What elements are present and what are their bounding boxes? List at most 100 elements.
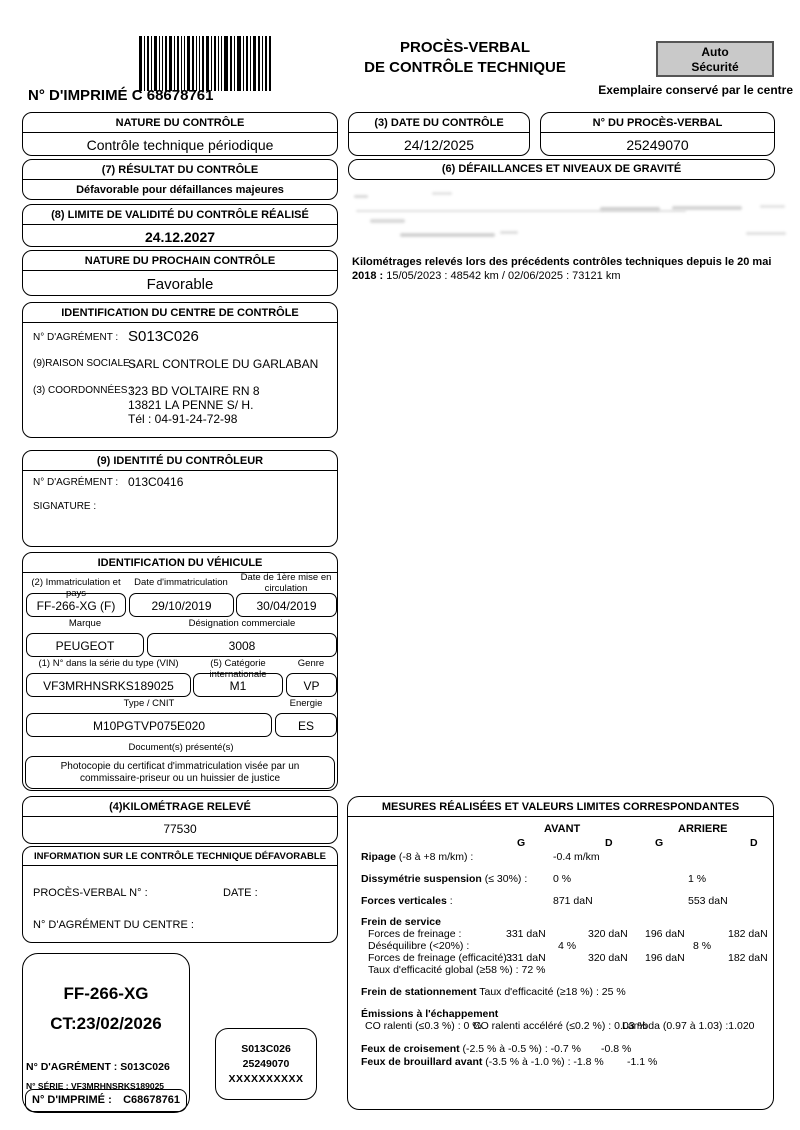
sticker-plate: FF-266-XG (63, 984, 149, 1003)
barcode (139, 36, 271, 91)
mileage-history-note: Kilométrages relevés lors des précédents… (352, 255, 777, 283)
code-box-agrement: S013C026 (241, 1043, 291, 1055)
taux-efficacite-global: Taux d'efficacité global (≥58 %) : 72 % (368, 964, 546, 976)
genre-value-box: VP (286, 673, 337, 697)
faded-mark (400, 233, 495, 237)
section-limite-validite: (8) LIMITE DE VALIDITÉ DU CONTRÔLE RÉALI… (22, 204, 338, 247)
sticker-printed-label: N° D'IMPRIMÉ : (32, 1094, 112, 1106)
col-header-d-avant: D (605, 837, 613, 849)
energie-label: Energie (289, 698, 323, 709)
controleur-signature-label: SIGNATURE : (33, 501, 97, 512)
code-box: S013C026 25249070 XXXXXXXXXX (215, 1028, 317, 1100)
vin-value-box: VF3MRHNSRKS189025 (26, 673, 191, 697)
faded-defects-area (348, 190, 788, 250)
faded-mark (672, 206, 742, 210)
info-centre-label: N° D'AGRÉMENT DU CENTRE : (33, 919, 194, 931)
emissions-title: Émissions à l'échappement (361, 1008, 499, 1020)
col-header-d-arriere: D (750, 837, 758, 849)
efficacite-v3: 196 daN (645, 952, 685, 964)
forces-verticales-label: Forces verticales (361, 895, 447, 907)
forces-verticales-avant: 871 daN (553, 895, 593, 907)
section-title: (9) IDENTITÉ DU CONTRÔLEUR (23, 451, 337, 471)
feux-brouillard-value: (-3.5 % à -1.0 %) : -1.8 % (482, 1056, 604, 1068)
section-prochain-controle: NATURE DU PROCHAIN CONTRÔLE Favorable (22, 250, 338, 296)
ripage-label: Ripage (361, 851, 397, 863)
info-pv-label: PROCÈS-VERBAL N° : (33, 887, 148, 899)
mileage-history-line2: 2018 : 15/05/2023 : 48542 km / 02/06/202… (352, 269, 777, 283)
genre-label: Genre (297, 658, 325, 669)
categorie-label: (5) Catégorie internationale (209, 658, 267, 680)
section-title: IDENTIFICATION DU CENTRE DE CONTRÔLE (23, 303, 337, 323)
frein-service-title: Frein de service (361, 916, 441, 928)
dissymetrie-avant: 0 % (553, 873, 572, 885)
row-ripage: Ripage (-8 à +8 m/km) : (361, 851, 473, 863)
categorie-value-box: M1 (193, 673, 283, 697)
faded-mark (370, 219, 405, 223)
col-header-arriere: ARRIERE (678, 823, 728, 835)
ripage-limit: (-8 à +8 m/km) : (396, 851, 474, 863)
efficacite-label: Forces de freinage (efficacité) : (368, 952, 513, 964)
section-date-controle: (3) DATE DU CONTRÔLE 24/12/2025 (348, 112, 530, 156)
immat-date-value-box: 29/10/2019 (129, 593, 234, 617)
sticker-serie: N° SÉRIE : VF3MRHNSRKS189025 (26, 1081, 165, 1091)
limite-validite-value: 24.12.2027 (144, 229, 216, 245)
windshield-sticker: FF-266-XG CT:23/02/2026 N° D'AGRÉMENT : … (22, 953, 190, 1113)
title-line-1: PROCÈS-VERBAL (399, 39, 530, 56)
centre-coords-value: 323 BD VOLTAIRE RN 8 13821 LA PENNE S/ H… (128, 384, 260, 426)
section-numero-pv: N° DU PROCÈS-VERBAL 25249070 (540, 112, 775, 156)
centre-raison-label: (9)RAISON SOCIALE : (33, 358, 136, 369)
centre-agrement-label: N° D'AGRÉMENT : (33, 332, 119, 343)
section-title: NATURE DU CONTRÔLE (23, 113, 337, 133)
feux-croisement-label: Feux de croisement (361, 1043, 460, 1055)
energie-value-box: ES (275, 713, 337, 737)
desequilibre-avant: 4 % (558, 940, 577, 952)
code-box-pv: 25249070 (242, 1058, 290, 1070)
row-dissymetrie: Dissymétrie suspension (≤ 30%) : (361, 873, 527, 885)
faded-mark (354, 195, 368, 198)
efficacite-v4: 182 daN (728, 952, 768, 964)
immat-value-box: FF-266-XG (F) (26, 593, 126, 617)
col-header-g-arriere: G (655, 837, 664, 849)
col-header-avant: AVANT (544, 823, 581, 835)
sticker-ct-date: CT:23/02/2026 (50, 1014, 162, 1033)
network-badge: Auto Sécurité (656, 41, 774, 77)
section-title: (8) LIMITE DE VALIDITÉ DU CONTRÔLE RÉALI… (23, 205, 337, 225)
marque-label: Marque (68, 618, 102, 629)
col-header-g-avant: G (517, 837, 526, 849)
row-feux-brouillard: Feux de brouillard avant (-3.5 % à -1.0 … (361, 1056, 604, 1068)
copy-note: Exemplaire conservé par le centre (598, 83, 793, 97)
faded-mark (746, 232, 786, 235)
freinage-v3: 196 daN (645, 928, 685, 940)
centre-raison-value: SARL CONTROLE DU GARLABAN (128, 357, 319, 371)
mileage-history-line1: Kilométrages relevés lors des précédents… (352, 256, 772, 268)
section-mesures: MESURES RÉALISÉES ET VALEURS LIMITES COR… (347, 796, 774, 1110)
date-controle-value: 24/12/2025 (403, 137, 475, 153)
dissymetrie-label: Dissymétrie suspension (361, 873, 482, 885)
efficacite-v1: 331 daN (506, 952, 546, 964)
resultat-value: Défavorable pour défaillances majeures (76, 184, 284, 196)
kilometrage-value: 77530 (163, 822, 197, 836)
centre-coords-line2: 13821 LA PENNE S/ H. (128, 398, 254, 412)
section-centre-controle: IDENTIFICATION DU CENTRE DE CONTRÔLE N° … (22, 302, 338, 438)
section-info-defavorable: INFORMATION SUR LE CONTRÔLE TECHNIQUE DÉ… (22, 846, 338, 943)
designation-label: Désignation commerciale (188, 618, 296, 629)
freinage-label: Forces de freinage : (368, 928, 462, 940)
centre-agrement-value: S013C026 (128, 328, 199, 345)
code-box-mask: XXXXXXXXXX (228, 1073, 304, 1085)
feux-croisement-value: (-2.5 % à -0.5 %) : -0.7 % (459, 1043, 582, 1055)
feux-brouillard-label: Feux de brouillard avant (361, 1056, 483, 1068)
feux-croisement-droite: -0.8 % (601, 1043, 632, 1055)
dissymetrie-limit: (≤ 30%) : (481, 873, 528, 885)
controleur-agrement-value: 013C0416 (128, 475, 184, 489)
desequilibre-label: Déséquilibre (<20%) : (368, 940, 470, 952)
frein-stationnement-label: Frein de stationnement (361, 986, 477, 998)
faded-mark (600, 207, 660, 211)
prochain-controle-value: Favorable (146, 276, 214, 293)
frein-stationnement-value: Taux d'efficacité (≥18 %) : 25 % (476, 986, 626, 998)
sticker-printed-box: N° D'IMPRIMÉ : C68678761 (25, 1089, 187, 1112)
forces-verticales-arriere: 553 daN (688, 895, 728, 907)
row-forces-verticales: Forces verticales : (361, 895, 453, 907)
vin-label: (1) N° dans la série du type (VIN) (38, 658, 179, 669)
desequilibre-arriere: 8 % (693, 940, 712, 952)
ripage-value: -0.4 m/km (553, 851, 600, 863)
